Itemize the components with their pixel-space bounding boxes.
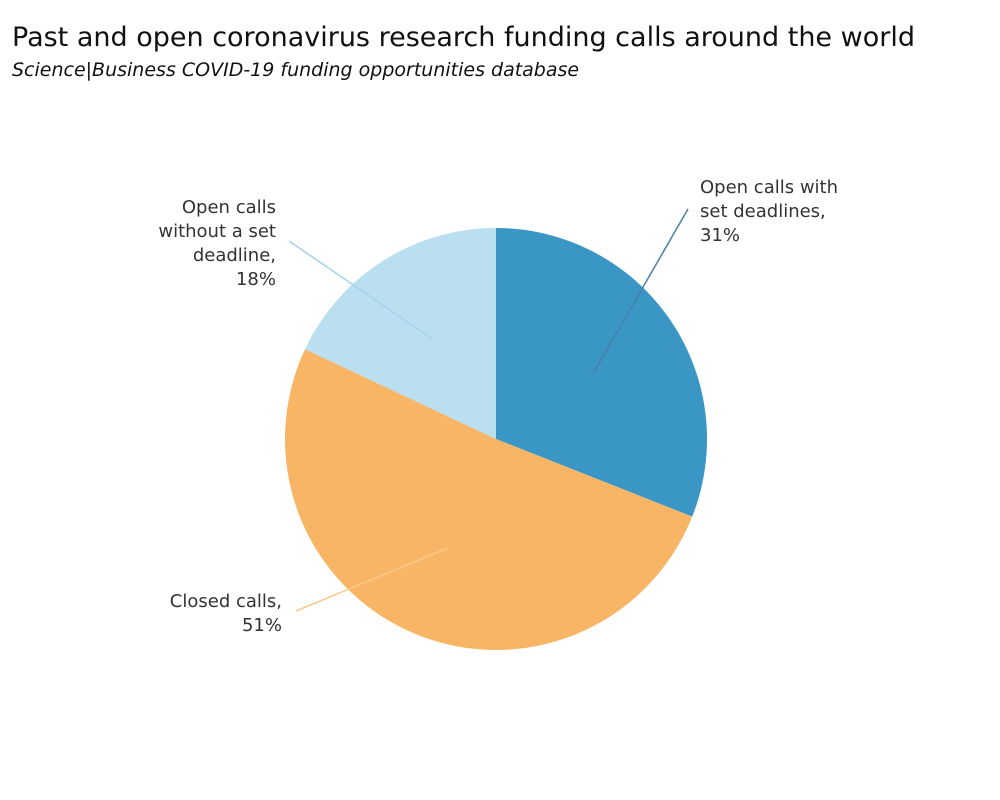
slice-label-line: 18% — [236, 269, 276, 290]
slice-label-closed-calls: Closed calls, 51% — [170, 591, 282, 636]
pie-slices — [285, 228, 708, 650]
pie-slice-closed-calls — [285, 349, 693, 650]
chart-title: Past and open coronavirus research fundi… — [12, 22, 915, 53]
slice-label-line: without a set — [158, 221, 276, 242]
slice-label-line: 51% — [242, 615, 282, 636]
slice-label-line: 31% — [700, 225, 740, 246]
leader-line-open-calls-without-a-set-deadline — [288, 240, 434, 340]
pie-leader-lines — [288, 208, 689, 612]
slice-label-line: deadline, — [193, 245, 276, 266]
slice-label-line: set deadlines, — [700, 201, 826, 222]
slice-label-open-calls-without-a-set-deadline: Open calls without a set deadline, 18% — [158, 197, 276, 290]
pie-slice-open-calls-without-a-set-deadline — [305, 228, 496, 439]
leader-line-closed-calls — [295, 546, 450, 612]
chart-subtitle: Science|Business COVID-19 funding opport… — [12, 59, 580, 81]
slice-label-line: Open calls with — [700, 177, 838, 198]
slice-label-line: Open calls — [182, 197, 276, 218]
slice-label-line: Closed calls, — [170, 591, 282, 612]
slice-label-open-calls-with-set-deadlines: Open calls with set deadlines, 31% — [700, 177, 838, 246]
pie-labels: Open calls with set deadlines, 31% Closed c… — [158, 177, 838, 636]
pie-slice-open-calls-with-set-deadlines — [496, 228, 708, 517]
leader-line-open-calls-with-set-deadlines — [593, 208, 689, 373]
